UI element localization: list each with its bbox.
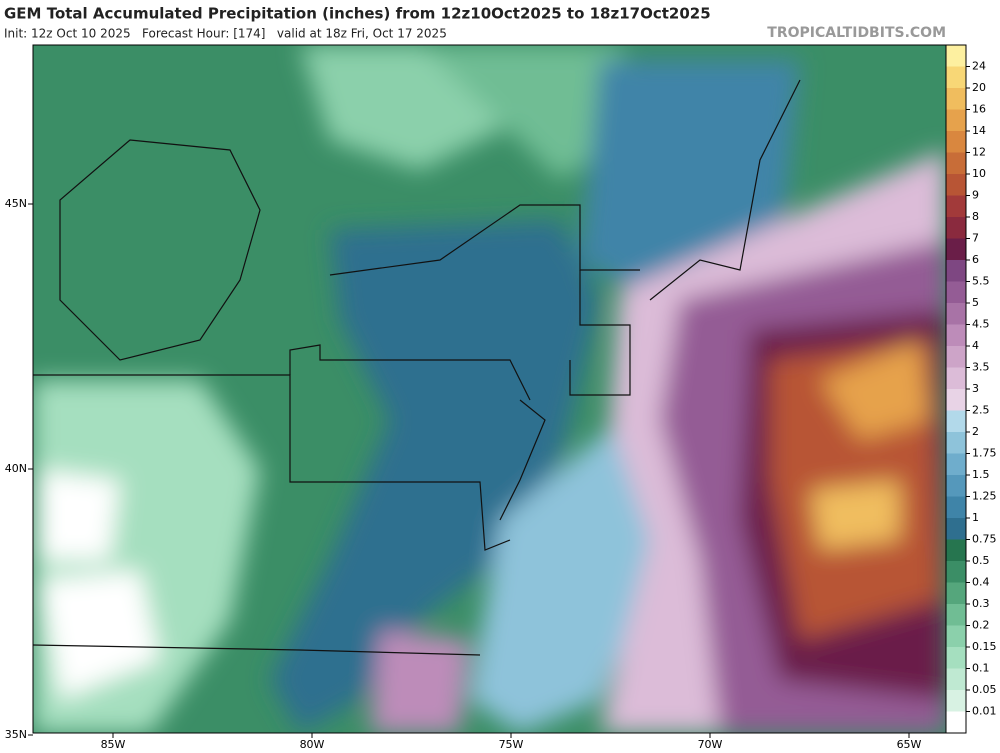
colorbar-label: 1.5 bbox=[972, 468, 990, 481]
colorbar-label: 20 bbox=[972, 81, 986, 94]
colorbar-swatch bbox=[946, 453, 966, 475]
colorbar-label: 0.5 bbox=[972, 554, 990, 567]
colorbar-swatch bbox=[946, 690, 966, 712]
colorbar-swatch bbox=[946, 195, 966, 217]
colorbar-swatch bbox=[946, 346, 966, 368]
lat-label: 35N bbox=[5, 728, 27, 741]
lon-label: 75W bbox=[499, 738, 524, 751]
colorbar-label: 0.4 bbox=[972, 576, 990, 589]
colorbar-label: 2.5 bbox=[972, 404, 990, 417]
colorbar: 0.01 0.05 0.1 0.15 0.2 0.3 0.4 0.5 0.75 1 1.25 1.5 1… bbox=[945, 44, 997, 734]
colorbar-label: 1.25 bbox=[972, 490, 997, 503]
precip-field bbox=[33, 45, 946, 733]
colorbar-label: 0.2 bbox=[972, 619, 990, 632]
lat-label: 40N bbox=[5, 462, 27, 475]
colorbar-label: 1 bbox=[972, 511, 979, 524]
colorbar-swatch bbox=[946, 539, 966, 561]
colorbar-label: 4.5 bbox=[972, 318, 990, 331]
colorbar-swatch bbox=[946, 711, 966, 733]
colorbar-swatch bbox=[946, 518, 966, 540]
lat-label: 45N bbox=[5, 197, 27, 210]
colorbar-swatch bbox=[946, 109, 966, 131]
colorbar-label: 10 bbox=[972, 167, 986, 180]
colorbar-swatch bbox=[946, 324, 966, 346]
colorbar-label: 0.1 bbox=[972, 662, 990, 675]
colorbar-swatch bbox=[946, 668, 966, 690]
colorbar-swatch bbox=[946, 647, 966, 669]
colorbar-label: 14 bbox=[972, 124, 986, 137]
lon-label: 70W bbox=[698, 738, 723, 751]
lon-label: 80W bbox=[300, 738, 325, 751]
colorbar-swatch bbox=[946, 281, 966, 303]
lon-label: 65W bbox=[897, 738, 922, 751]
colorbar-label: 0.05 bbox=[972, 683, 997, 696]
colorbar-label: 8 bbox=[972, 210, 979, 223]
colorbar-swatch bbox=[946, 217, 966, 239]
colorbar-swatch bbox=[946, 238, 966, 260]
colorbar-swatch bbox=[946, 410, 966, 432]
colorbar-swatch bbox=[946, 152, 966, 174]
colorbar-label: 5 bbox=[972, 296, 979, 309]
lon-label: 85W bbox=[101, 738, 126, 751]
colorbar-label: 0.75 bbox=[972, 533, 997, 546]
subtitle: Init: 12z Oct 10 2025 Forecast Hour: [17… bbox=[4, 27, 447, 41]
title: GEM Total Accumulated Precipitation (inc… bbox=[4, 5, 711, 23]
colorbar-label: 0.3 bbox=[972, 597, 990, 610]
colorbar-swatch bbox=[946, 432, 966, 454]
colorbar-swatch bbox=[946, 582, 966, 604]
colorbar-label: 0.15 bbox=[972, 640, 997, 653]
colorbar-swatch bbox=[946, 389, 966, 411]
brand: TROPICALTIDBITS.COM bbox=[767, 25, 946, 41]
colorbar-label: 9 bbox=[972, 189, 979, 202]
colorbar-swatch bbox=[946, 174, 966, 196]
colorbar-label: 3.5 bbox=[972, 361, 990, 374]
colorbar-swatch bbox=[946, 131, 966, 153]
colorbar-swatch bbox=[946, 496, 966, 518]
colorbar-swatch bbox=[946, 475, 966, 497]
colorbar-swatch bbox=[946, 367, 966, 389]
colorbar-swatch bbox=[946, 66, 966, 88]
colorbar-label: 1.75 bbox=[972, 447, 997, 460]
colorbar-swatch bbox=[946, 625, 966, 647]
colorbar-swatch bbox=[946, 604, 966, 626]
colorbar-swatch bbox=[946, 88, 966, 110]
colorbar-label: 16 bbox=[972, 103, 986, 116]
colorbar-swatch bbox=[946, 303, 966, 325]
colorbar-label: 2 bbox=[972, 425, 979, 438]
colorbar-label: 5.5 bbox=[972, 275, 990, 288]
colorbar-label: 0.01 bbox=[972, 705, 997, 718]
colorbar-swatch bbox=[946, 45, 966, 67]
colorbar-label: 4 bbox=[972, 339, 979, 352]
colorbar-label: 24 bbox=[972, 60, 986, 73]
colorbar-swatch bbox=[946, 260, 966, 282]
colorbar-label: 6 bbox=[972, 253, 979, 266]
colorbar-label: 12 bbox=[972, 146, 986, 159]
colorbar-swatch bbox=[946, 561, 966, 583]
colorbar-label: 7 bbox=[972, 232, 979, 245]
colorbar-label: 3 bbox=[972, 382, 979, 395]
